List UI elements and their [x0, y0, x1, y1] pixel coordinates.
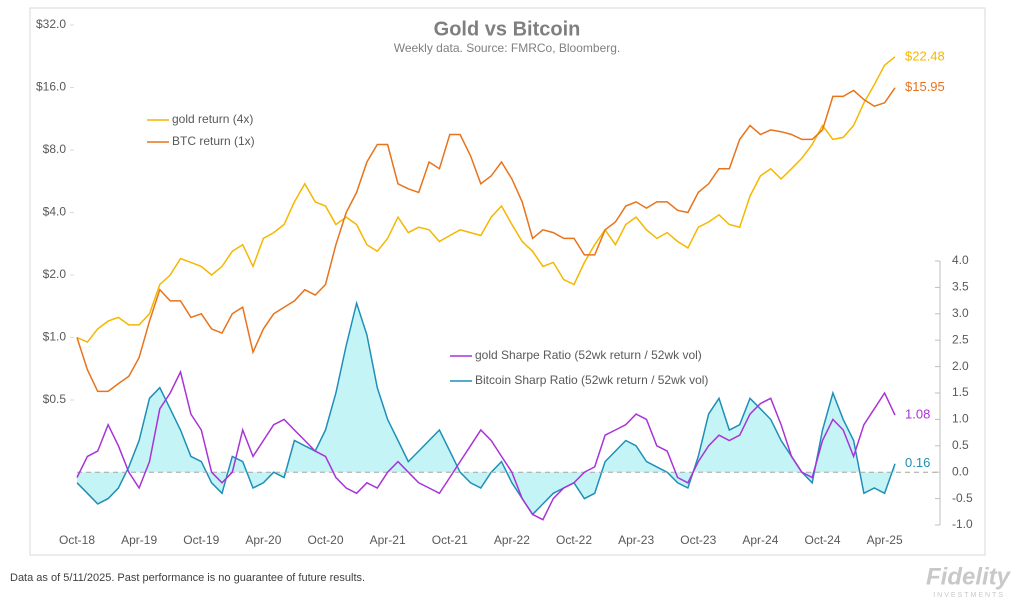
x-tick-label: Oct-22: [556, 533, 592, 547]
x-tick-label: Oct-23: [680, 533, 716, 547]
x-tick-label: Apr-22: [494, 533, 530, 547]
x-tick-label: Apr-24: [742, 533, 778, 547]
footer: Data as of 5/11/2025. Past performance i…: [10, 572, 365, 584]
legend-label: gold return (4x): [172, 112, 253, 126]
legend-label: BTC return (1x): [172, 134, 255, 148]
end-label: 0.16: [905, 455, 930, 470]
y2-tick-label: 3.5: [952, 280, 969, 294]
legend-label: Bitcoin Sharp Ratio (52wk return / 52wk …: [475, 373, 708, 387]
x-tick-label: Apr-20: [245, 533, 281, 547]
x-tick-label: Apr-23: [618, 533, 654, 547]
y2-tick-label: 1.5: [952, 385, 969, 399]
end-label: 1.08: [905, 407, 930, 422]
y-tick-label: $8.0: [43, 142, 67, 156]
y-tick-label: $16.0: [36, 80, 66, 94]
line: [76, 87, 896, 393]
x-tick-label: Oct-18: [59, 533, 95, 547]
y-tick-label: $0.5: [43, 392, 67, 406]
y2-tick-label: 0.5: [952, 438, 969, 452]
x-tick-label: Oct-21: [432, 533, 468, 547]
y2-tick-label: 3.0: [952, 306, 969, 320]
end-label: $22.48: [905, 48, 945, 63]
y-tick-label: $1.0: [43, 330, 67, 344]
logo: Fidelity: [926, 563, 1012, 590]
x-tick-label: Oct-24: [805, 533, 841, 547]
line: [76, 300, 896, 516]
chart-subtitle: Weekly data. Source: FMRCo, Bloomberg.: [394, 41, 621, 55]
y2-tick-label: -0.5: [952, 491, 973, 505]
chart-title: Gold vs Bitcoin: [434, 18, 581, 40]
end-label: $15.95: [905, 79, 945, 94]
x-tick-label: Oct-20: [307, 533, 343, 547]
y-tick-label: $4.0: [43, 205, 67, 219]
x-tick-label: Apr-21: [370, 533, 406, 547]
y2-tick-label: -1.0: [952, 517, 973, 531]
x-tick-label: Apr-19: [121, 533, 157, 547]
y2-tick-label: 0.0: [952, 464, 969, 478]
x-tick-label: Apr-25: [867, 533, 903, 547]
x-tick-label: Oct-19: [183, 533, 219, 547]
y-tick-label: $2.0: [43, 267, 67, 281]
line: [76, 369, 896, 521]
line: [76, 56, 896, 344]
legend-label: gold Sharpe Ratio (52wk return / 52wk vo…: [475, 348, 702, 362]
y2-tick-label: 2.0: [952, 359, 969, 373]
y2-tick-label: 2.5: [952, 332, 969, 346]
y-tick-label: $32.0: [36, 17, 66, 31]
y2-tick-label: 4.0: [952, 253, 969, 267]
y2-tick-label: 1.0: [952, 412, 969, 426]
logo-tagline: INVESTMENTS: [933, 592, 1005, 599]
